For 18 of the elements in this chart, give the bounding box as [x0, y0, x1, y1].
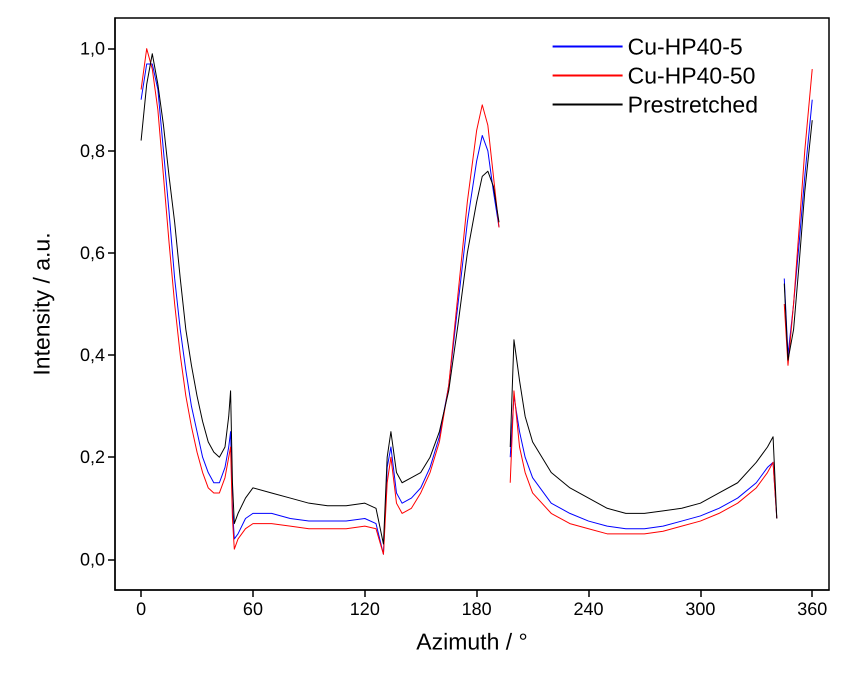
x-tick-label: 300: [685, 599, 716, 619]
y-tick-label: 0,0: [80, 549, 105, 570]
x-tick-label: 240: [573, 599, 604, 619]
legend-label: Cu-HP40-50: [628, 62, 756, 88]
x-tick-label: 0: [136, 599, 146, 619]
x-tick-label: 180: [462, 599, 492, 619]
legend-label: Cu-HP40-5: [628, 34, 743, 60]
y-tick-label: 0,8: [80, 140, 105, 161]
y-tick-label: 0,4: [80, 345, 105, 366]
y-tick-label: 0,6: [80, 242, 105, 263]
y-axis-title: Intensity / a.u.: [28, 232, 54, 376]
x-tick-label: 360: [797, 599, 828, 619]
x-axis-title: Azimuth / °: [416, 628, 528, 654]
legend-label: Prestretched: [628, 92, 758, 118]
x-tick-label: 120: [350, 599, 380, 619]
y-tick-label: 0,2: [80, 447, 105, 468]
y-tick-label: 1,0: [80, 38, 105, 59]
x-tick-label: 60: [242, 599, 263, 619]
